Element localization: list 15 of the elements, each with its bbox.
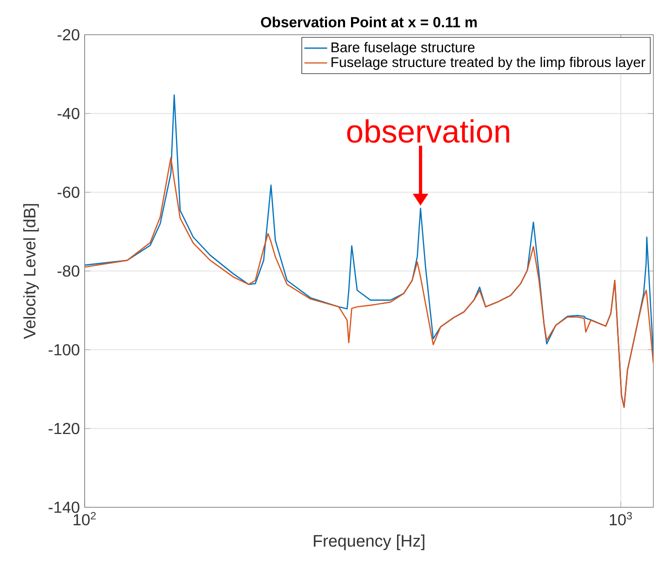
annotation: observation bbox=[347, 119, 510, 143]
legend-label: Bare fuselage structure bbox=[332, 42, 475, 56]
y-tick-label: -60 bbox=[58, 186, 80, 198]
y-tick-label: -40 bbox=[58, 108, 80, 120]
x-tick-label: 10$^{2}$ bbox=[74, 512, 96, 526]
y-tick-label: -100 bbox=[48, 344, 80, 356]
y-axis-title: Velocity Level [dB] bbox=[23, 204, 39, 340]
x-tick-label: 10$^{3}$ bbox=[610, 512, 632, 526]
legend-label: Fuselage structure treated by the limp fibrous layer bbox=[332, 56, 646, 70]
y-tick-label: -120 bbox=[48, 422, 80, 434]
y-tick-label: -80 bbox=[58, 265, 80, 277]
y-tick-label: -20 bbox=[58, 29, 80, 40]
x-axis-title: Frequency [Hz] bbox=[314, 534, 424, 550]
chart-title: Observation Point at x = 0.11 m bbox=[261, 16, 477, 28]
y-tick-label: -140 bbox=[48, 502, 80, 513]
